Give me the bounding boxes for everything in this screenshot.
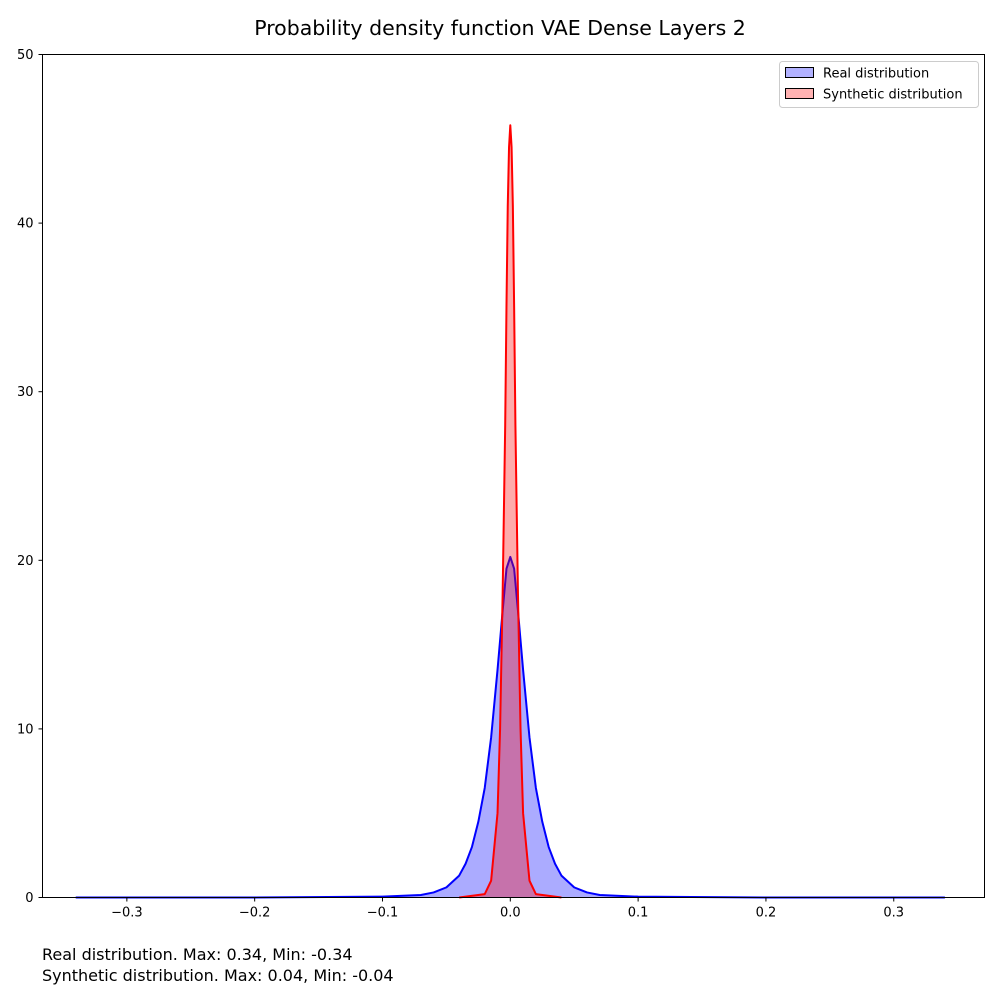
series-layer (75, 124, 945, 899)
series-line-0 (75, 555, 945, 899)
y-tick-label: 0 (25, 891, 33, 906)
legend: Real distribution Synthetic distribution (779, 61, 979, 108)
legend-swatch-0 (785, 67, 814, 78)
plot-frame (42, 54, 985, 898)
series-line-1 (459, 124, 562, 899)
caption-synthetic: Synthetic distribution. Max: 0.04, Min: … (42, 966, 394, 985)
x-tick-label: −0.1 (367, 906, 399, 921)
chart-title: Probability density function VAE Dense L… (254, 16, 746, 40)
y-tick-label: 30 (17, 385, 34, 400)
x-tick-label: −0.3 (111, 906, 143, 921)
legend-label-1: Synthetic distribution (823, 88, 963, 103)
y-tick-label: 10 (17, 722, 34, 737)
x-tick-label: 0.1 (628, 906, 649, 921)
caption-real: Real distribution. Max: 0.34, Min: -0.34 (42, 945, 353, 964)
y-tick-label: 20 (17, 554, 34, 569)
x-tick-label: −0.2 (239, 906, 271, 921)
legend-box (779, 61, 979, 108)
y-tick-label: 50 (17, 48, 34, 63)
series-area-1 (459, 125, 562, 898)
y-tick-label: 40 (17, 217, 34, 232)
x-tick-label: 0.0 (500, 906, 521, 921)
x-axis: −0.3 −0.2 −0.1 0.0 0.1 0.2 0.3 (111, 897, 904, 921)
y-axis: 0 10 20 30 40 50 (17, 48, 43, 906)
legend-label-0: Real distribution (823, 67, 929, 82)
legend-swatch-1 (785, 88, 814, 99)
x-tick-label: 0.3 (883, 906, 904, 921)
series-area-0 (75, 556, 945, 898)
x-tick-label: 0.2 (756, 906, 777, 921)
